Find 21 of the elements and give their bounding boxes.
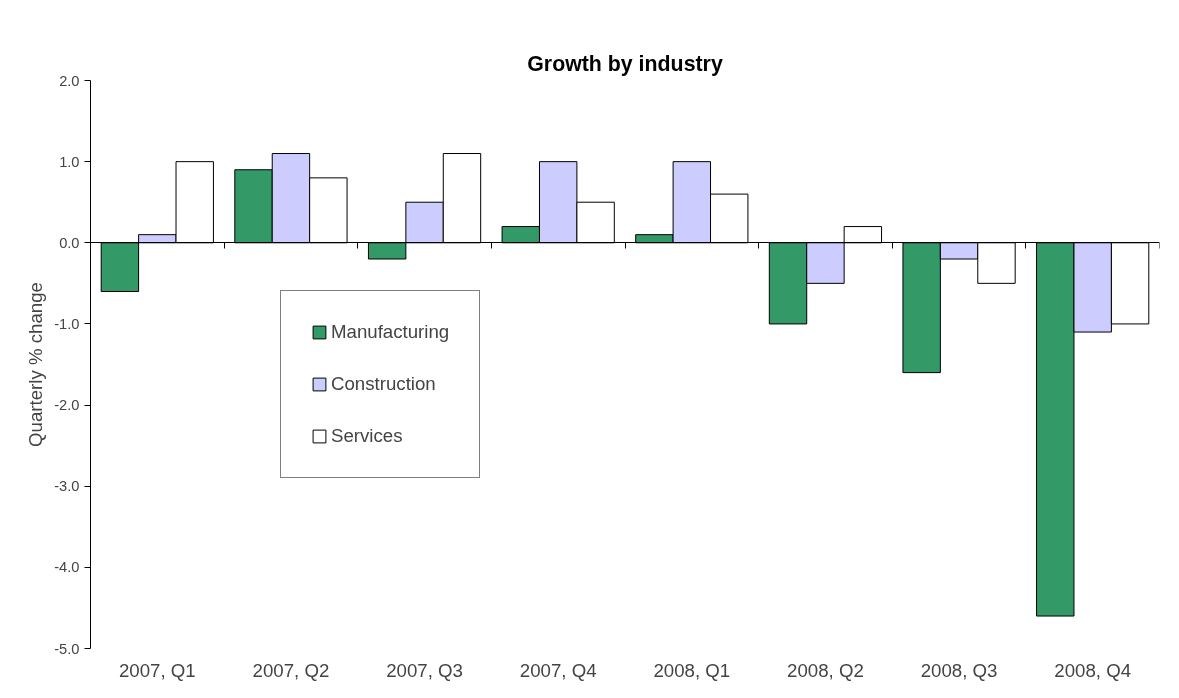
x-tick-label: 2007, Q4 <box>519 659 597 681</box>
y-tick-label: 1.0 <box>59 153 80 170</box>
x-tick-label: 2008, Q1 <box>653 659 731 681</box>
chart-title: Growth by industry <box>527 51 723 76</box>
x-tick-label: 2008, Q3 <box>920 659 998 681</box>
x-tick-label: 2007, Q3 <box>386 659 463 681</box>
y-tick-label: 2.0 <box>59 72 80 89</box>
legend-label: Services <box>331 425 403 447</box>
y-tick-label: -3.0 <box>54 478 80 495</box>
y-tick-label: -5.0 <box>54 640 80 657</box>
x-tick-label: 2007, Q1 <box>118 659 196 681</box>
y-tick-label: -1.0 <box>54 315 80 332</box>
y-tick-label: 0.0 <box>59 234 80 251</box>
x-tick-label: 2008, Q4 <box>1054 659 1132 681</box>
y-axis-title: Quarterly % change <box>25 282 47 447</box>
legend-label: Manufacturing <box>331 321 450 343</box>
x-tick-label: 2007, Q2 <box>252 659 330 681</box>
y-tick-label: -4.0 <box>54 559 80 576</box>
legend-label: Construction <box>331 373 436 395</box>
x-tick-label: 2008, Q2 <box>787 659 864 681</box>
y-tick-label: -2.0 <box>54 397 80 414</box>
